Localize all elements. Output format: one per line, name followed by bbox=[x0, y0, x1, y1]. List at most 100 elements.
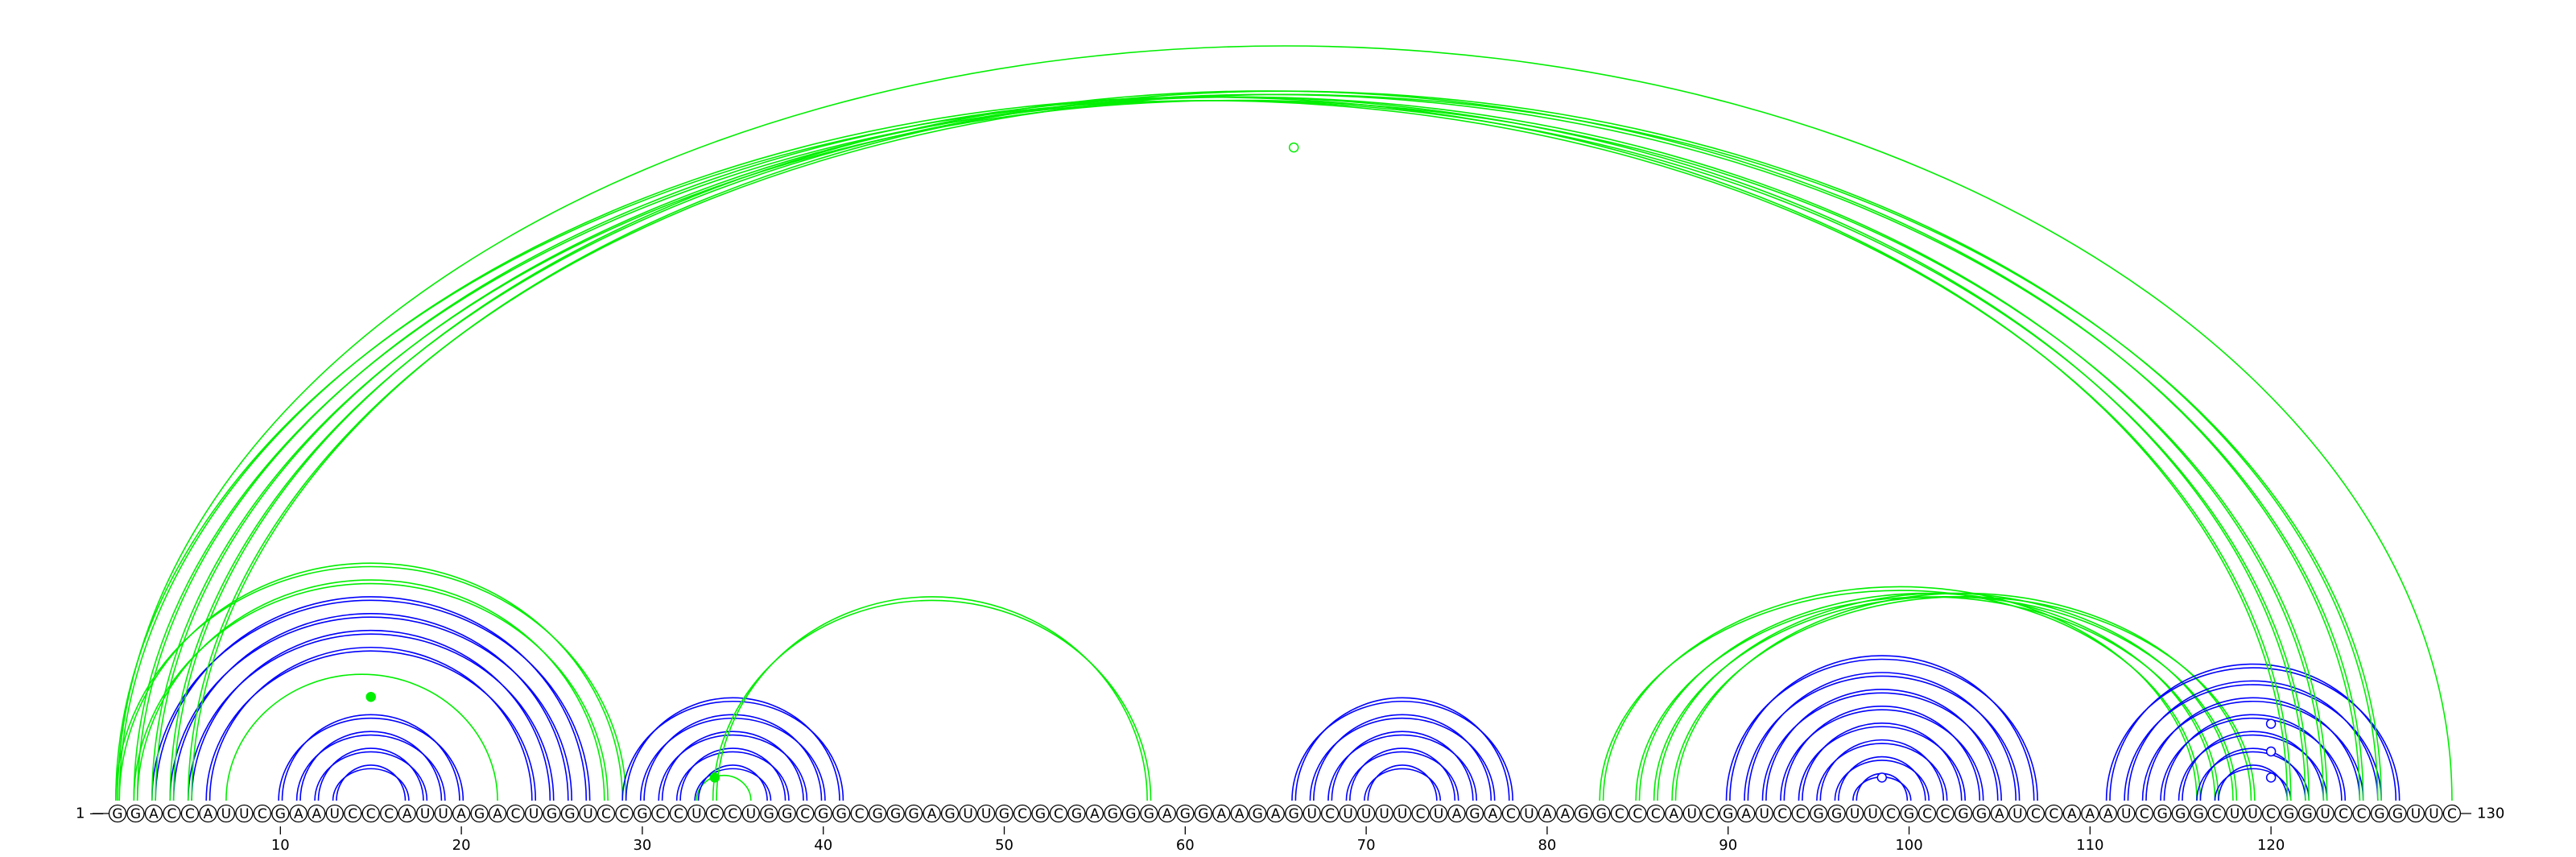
nucleotide-letter: G bbox=[1976, 806, 1987, 822]
nucleotide-letter: C bbox=[674, 806, 683, 822]
nucleotide: C bbox=[2045, 804, 2063, 823]
nucleotide: U bbox=[1339, 804, 1357, 823]
base-pair-arc bbox=[151, 596, 591, 801]
nucleotide: G bbox=[2153, 804, 2172, 823]
nucleotide: C bbox=[651, 804, 670, 823]
nucleotide: C bbox=[1936, 804, 1955, 823]
base-pair-arc bbox=[187, 630, 555, 801]
nucleotide: G bbox=[126, 804, 145, 823]
nucleotide-letter: G bbox=[1814, 806, 1824, 822]
base-pair-arc bbox=[1309, 714, 1496, 801]
nucleotide: U bbox=[2244, 804, 2262, 823]
arc-marker bbox=[2265, 772, 2277, 783]
nucleotide-letter: C bbox=[1633, 806, 1642, 822]
nucleotide: G bbox=[560, 804, 580, 823]
arc-marker bbox=[2265, 746, 2277, 757]
nucleotide-letter: A bbox=[2103, 806, 2113, 822]
nucleotide-letter: U bbox=[691, 806, 701, 822]
base-pair-arc bbox=[2178, 731, 2328, 801]
nucleotide: C bbox=[1918, 804, 1937, 823]
nucleotide: G bbox=[1104, 804, 1122, 823]
arc-marker bbox=[709, 772, 720, 783]
nucleotide: G bbox=[2388, 804, 2407, 823]
nucleotide-letter: G bbox=[873, 806, 883, 822]
nucleotide: U bbox=[2425, 804, 2443, 823]
tick-label: 30 bbox=[633, 837, 651, 854]
nucleotide-letter: U bbox=[1524, 806, 1534, 822]
base-pair-arc bbox=[225, 673, 498, 801]
nucleotide: G bbox=[1827, 804, 1846, 823]
nucleotide-letter: G bbox=[1108, 806, 1118, 822]
nucleotide-letter: C bbox=[2140, 806, 2149, 822]
nucleotide-letter: G bbox=[1958, 806, 1968, 822]
arc-marker bbox=[1288, 142, 1299, 153]
nucleotide: A bbox=[1665, 804, 1683, 823]
nucleotide-letter: G bbox=[890, 806, 901, 822]
nucleotide: U bbox=[741, 804, 760, 823]
nucleotide: G bbox=[543, 804, 561, 823]
nucleotide-letter: C bbox=[1506, 806, 1516, 822]
nucleotide-letter: C bbox=[1705, 806, 1715, 822]
nucleotide-letter: U bbox=[1379, 806, 1389, 822]
nucleotide: A bbox=[2062, 804, 2081, 823]
nucleotide: G bbox=[886, 804, 905, 823]
nucleotide-letter: G bbox=[1198, 806, 1208, 822]
nucleotide: G bbox=[2171, 804, 2190, 823]
tick-label: 80 bbox=[1538, 837, 1556, 854]
base-pair-arc bbox=[2160, 714, 2347, 801]
nucleotide-letter: U bbox=[2121, 806, 2131, 822]
nucleotide: A bbox=[452, 804, 471, 823]
nucleotide: A bbox=[1484, 804, 1502, 823]
nucleotide-letter: C bbox=[620, 806, 630, 822]
base-pair-arc bbox=[1744, 672, 2021, 801]
nucleotide: C bbox=[724, 804, 742, 823]
nucleotide: G bbox=[1954, 804, 1973, 823]
nucleotide: C bbox=[1049, 804, 1068, 823]
nucleotide-letter: A bbox=[1669, 806, 1678, 822]
nucleotide: C bbox=[2261, 804, 2281, 823]
nucleotide: G bbox=[1465, 804, 1484, 823]
nucleotide-letter: C bbox=[2031, 806, 2041, 822]
nucleotide-letter: C bbox=[366, 806, 376, 822]
nucleotide-letter: G bbox=[275, 806, 286, 822]
nucleotide: U bbox=[416, 804, 435, 823]
nucleotide: G bbox=[1121, 804, 1141, 823]
nucleotide-letter: A bbox=[1542, 806, 1552, 822]
nucleotide-letter: C bbox=[728, 806, 737, 822]
nucleotide-letter: A bbox=[1216, 806, 1226, 822]
nucleotide: C bbox=[2442, 804, 2462, 823]
nucleotide-letter: A bbox=[2067, 806, 2077, 822]
nucleotide: G bbox=[778, 804, 796, 823]
nucleotide-letter: A bbox=[1162, 806, 1172, 822]
nucleotide: U bbox=[959, 804, 977, 823]
nucleotide: C bbox=[2352, 804, 2371, 823]
nucleotide: U bbox=[1682, 804, 1701, 823]
nucleotide-letter: C bbox=[1941, 806, 1951, 822]
nucleotide-letter: A bbox=[402, 806, 412, 822]
nucleotide-letter: C bbox=[2447, 806, 2457, 822]
nucleotide-letter: A bbox=[204, 806, 213, 822]
nucleotide-letter: G bbox=[1831, 806, 1842, 822]
nucleotide-letter: U bbox=[963, 806, 972, 822]
nucleotide: G bbox=[940, 804, 960, 823]
nucleotide: G bbox=[1140, 804, 1158, 823]
base-pair-arc bbox=[187, 90, 2382, 801]
base-pair-arc bbox=[621, 697, 844, 801]
base-pair-arc bbox=[314, 747, 428, 801]
nucleotide-letter: G bbox=[1071, 806, 1082, 822]
nucleotide-letter: G bbox=[130, 806, 141, 822]
nucleotide: U bbox=[2316, 804, 2334, 823]
nucleotide: G bbox=[1972, 804, 1991, 823]
base-pair-arc bbox=[639, 714, 826, 801]
nucleotide-letter: C bbox=[710, 806, 720, 822]
nucleotide-letter: G bbox=[547, 806, 557, 822]
position-axis: 10 20 30 40 50 60 70 80 90 100 110 120 bbox=[271, 826, 2285, 854]
nucleotide-letter: U bbox=[1759, 806, 1769, 822]
nucleotide-letter: U bbox=[583, 806, 592, 822]
tick-label: 100 bbox=[1895, 837, 1922, 854]
nucleotide: G bbox=[470, 804, 489, 823]
nucleotide-letter: C bbox=[1886, 806, 1896, 822]
nucleotide: G bbox=[633, 804, 652, 823]
arc-marker bbox=[365, 691, 376, 702]
nucleotide-letter: G bbox=[782, 806, 792, 822]
